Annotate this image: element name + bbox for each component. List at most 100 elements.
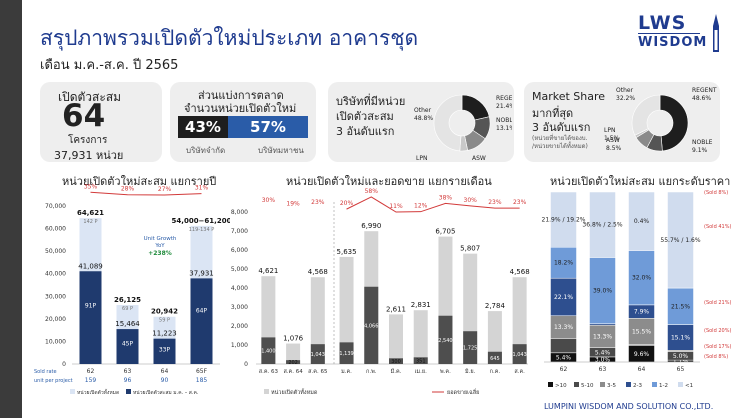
bar-sales [286, 360, 301, 364]
donut-label-noble: NOBLE [692, 139, 713, 146]
company-logo: LWS WISDOM [636, 12, 728, 56]
x-tick-label: เม.ย. [415, 369, 427, 375]
bar-ytd-label: 11,223 [152, 330, 177, 338]
stack-segment-<1 [628, 191, 655, 251]
sold-rate-label: 11% [389, 203, 403, 210]
bar-total-label: 64,621 [77, 209, 104, 217]
bar-ytd-projects: 64P [196, 307, 208, 314]
y-tick-label: 0 [62, 361, 66, 368]
bar-total-label: 54,000−61,200 [172, 217, 230, 225]
sold-rate-label: 58% [365, 188, 379, 195]
stack-segment-<1 [667, 191, 694, 289]
stack-label: 3.0% [595, 356, 611, 363]
x-tick-label: 65F [196, 368, 208, 375]
stack-label: 5.4% [556, 354, 572, 361]
sold-rate-label: 20% [340, 200, 354, 207]
bar-launch [339, 256, 354, 364]
growth-annotation-2: YoY [154, 243, 165, 249]
bar-ytd [190, 278, 213, 364]
donut-label-lpn: LPN [604, 127, 615, 134]
legend-swatch-ytd [126, 389, 131, 394]
sold-rate-label: 30% [464, 197, 478, 204]
unit-per-project-axis-label: unit per project [34, 378, 73, 384]
bar-launch [389, 314, 403, 364]
x-tick-label: ก.พ. [366, 369, 377, 375]
public-share: 57% [228, 116, 308, 138]
market-share-top3-card: Market Share มากที่สุด 3 อันดับแรก (หน่ว… [524, 82, 720, 162]
x-tick-label: มิ.ย. [465, 368, 476, 375]
stack-label: 55.7% / 1.6% [660, 237, 700, 244]
sold-rate-label: 35% [84, 183, 98, 190]
bar-sales [463, 331, 478, 364]
stack-segment-2-3 [667, 324, 694, 351]
stack-label: 32.0% [632, 275, 651, 282]
bar-total-projects: 119-134 P [189, 227, 215, 233]
sold-label: (Sold 8%) [704, 190, 728, 196]
bar-total-projects: 69 P [122, 306, 133, 312]
donut-pct-other: 48.8% [414, 115, 433, 122]
bar-launch-label: 5,635 [337, 248, 357, 256]
y-tick-label: 1,000 [231, 342, 248, 349]
logo-text-lws: LWS [638, 12, 687, 34]
x-tick-label: ก.ค. [490, 369, 501, 375]
stack-segment-5-10 [550, 338, 577, 354]
x-tick-label: 65 [677, 366, 685, 373]
bar-sales-label: 202 [288, 360, 298, 366]
y-tick-label: 8,000 [231, 209, 248, 216]
monthly-units-chart: 0 1,000 2,000 3,000 4,000 5,000 6,000 7,000 8,00… [231, 188, 530, 396]
y-tick-label: 40,000 [45, 271, 66, 278]
market-share-card: ส่วนแบ่งการตลาด จำนวนหน่วยเปิดตัวใหม่ 43… [170, 82, 316, 162]
legend-label: >10 [555, 383, 567, 389]
bar-launch [487, 311, 502, 364]
y-tick-label: 30,000 [45, 293, 66, 300]
bar-sales [364, 286, 379, 364]
donut-pct-noble: 13.1% [496, 125, 512, 132]
x-tick-label: ส.ค. 65 [308, 368, 328, 375]
donut-pct-regent: 48.6% [692, 95, 711, 102]
x-tick-label: 62 [87, 368, 95, 375]
bar-ytd [116, 329, 139, 364]
y-tick-label: 50,000 [45, 248, 66, 255]
stack-label: 15.1% [671, 334, 690, 341]
y-tick-label: 10,000 [45, 338, 66, 345]
stack-label: 7.9% [634, 309, 650, 316]
bar-sales-label: 1,400 [261, 349, 275, 355]
legend-swatch-total [70, 389, 75, 394]
sold-rate-label: 28% [121, 186, 135, 193]
private-label: บริษัทจำกัด [186, 146, 226, 155]
y-tick-label: 60,000 [45, 226, 66, 233]
sold-rate-line [90, 191, 202, 196]
donut-slice [433, 94, 463, 152]
growth-annotation-1: Unit Growth [144, 236, 177, 242]
stack-label: 13.3% [593, 333, 612, 340]
top3-units-title-2: เปิดตัวสะสม [336, 110, 394, 123]
sold-rate-label: 23% [311, 199, 325, 206]
y-tick-label: 4,000 [231, 285, 248, 292]
sold-rate-label: 19% [286, 200, 300, 207]
top3-units-title-1: บริษัทที่มีหน่วย [336, 95, 406, 108]
legend-total: หน่วยเปิดตัวทั้งหมด [77, 387, 119, 396]
legend-launch: หน่วยเปิดตัวทั้งหมด [271, 388, 318, 396]
bar-ytd-label: 37,931 [189, 269, 214, 277]
donut-slice [631, 94, 661, 136]
unit-per-project-value: 159 [85, 377, 97, 384]
legend-label: <1 [685, 383, 693, 389]
donut-label-asw: ASW [472, 155, 486, 160]
y-tick-label: 20,000 [45, 316, 66, 323]
stack-segment-3-5 [628, 318, 655, 345]
x-tick-label: ส.ค. 63 [259, 368, 279, 375]
bar-sales [261, 337, 276, 364]
y-tick-label: 2,000 [231, 323, 248, 330]
y-tick-label: 6,000 [231, 247, 248, 254]
x-tick-label: ม.ค. [341, 369, 352, 375]
unit-per-project-value: 96 [124, 377, 132, 384]
x-tick-label: พ.ค. [440, 369, 451, 375]
donut-label-other: Other [414, 107, 432, 114]
sold-rate-label: 31% [195, 185, 209, 192]
donut-label-noble: NOBLE [496, 117, 512, 124]
bar-sales [438, 315, 453, 364]
bar-launch-label: 4,568 [510, 268, 530, 276]
x-tick-label: ส.ค. 64 [283, 368, 303, 375]
legend-ytd: หน่วยเปิดตัวสะสม ม.ค. – ส.ค. [133, 389, 199, 396]
donut-slice [659, 94, 689, 152]
